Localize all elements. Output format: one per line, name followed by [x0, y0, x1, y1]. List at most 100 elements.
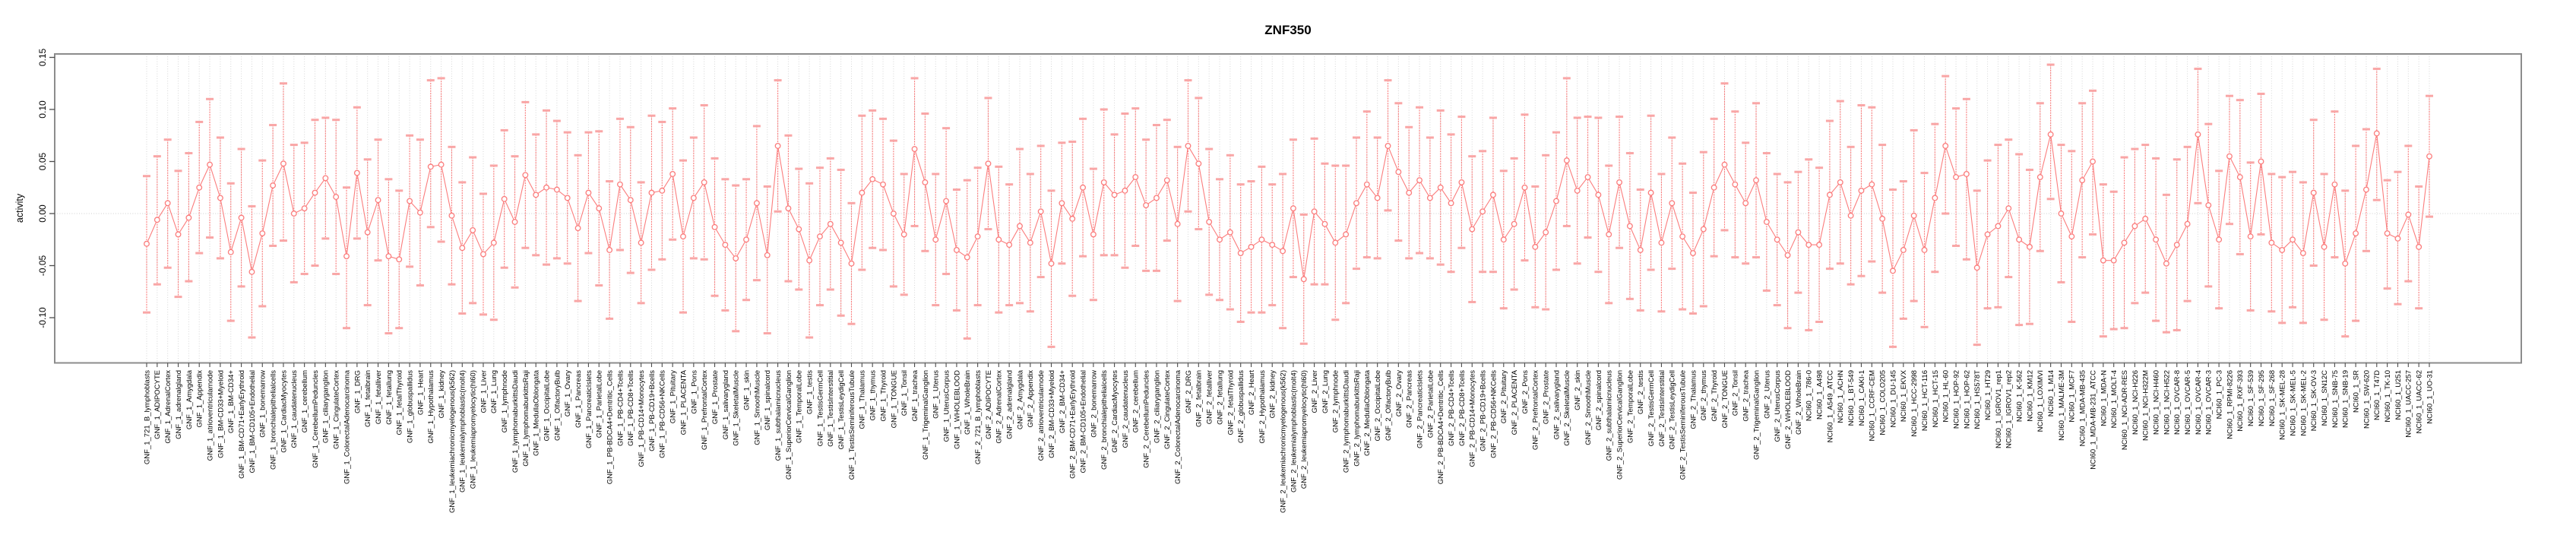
data-point: [1658, 239, 1665, 246]
data-point: [1616, 179, 1623, 185]
x-tick-label: GNF_2_PB-CD8+Tcells: [1458, 370, 1467, 446]
data-point: [2247, 233, 2254, 240]
x-tick-label: GNF_2_Pancreas: [1406, 370, 1414, 428]
data-point: [1984, 231, 1991, 238]
x-tick-label: NCI60_1_TK-10: [2384, 370, 2392, 423]
x-tick-label: GNF_2_Heart: [1248, 370, 1256, 415]
data-point: [1311, 208, 1318, 215]
data-point: [869, 176, 876, 182]
x-tick-label: GNF_2_TestisSeminiferousTubule: [1679, 370, 1688, 480]
x-tick-label: GNF_1_lymphomaburkittsDaudi: [511, 370, 520, 473]
data-point: [596, 205, 603, 212]
data-point: [1217, 236, 1223, 243]
data-point: [1363, 181, 1370, 188]
x-tick-label: GNF_1_ColorectalAdenocarcinoma: [343, 369, 351, 484]
x-tick-label: NCI60_1_T47D: [2373, 370, 2381, 420]
data-point: [2426, 153, 2432, 160]
x-tick-label: NCI60_1_UO-31: [2426, 370, 2434, 424]
data-point: [616, 181, 623, 188]
data-point: [1448, 200, 1454, 207]
x-tick-label: GNF_1_Liver: [479, 370, 488, 413]
x-tick-label: GNF_1_BM-CD34+: [227, 370, 236, 434]
data-point: [2321, 243, 2328, 250]
y-tick-label: 0.05: [37, 152, 48, 170]
data-point: [2184, 220, 2191, 227]
y-tick-label: 0.10: [37, 100, 48, 119]
data-point: [1626, 223, 1633, 230]
x-tick-label: NCI60_1_LOXIMVI: [2036, 370, 2045, 432]
data-point: [259, 230, 266, 236]
x-tick-label: GNF_2_BM-CD33+Myeloid: [1048, 370, 1056, 458]
x-tick-label: NCI60_1_EKVX: [1900, 369, 1908, 422]
x-tick-label: GNF_1_salivarygland: [722, 370, 730, 439]
x-tick-label: GNF_2_721_B_lymphoblasts: [974, 370, 983, 464]
data-point: [1100, 179, 1107, 185]
data-point: [1900, 247, 1907, 253]
x-tick-label: GNF_1_SuperiorCervicalGanglion: [785, 370, 793, 480]
data-point: [911, 146, 918, 153]
data-point: [2258, 158, 2264, 165]
x-tick-label: GNF_2_PB-BDCA4+Dentritic_Cells: [1437, 370, 1445, 484]
x-tick-label: GNF_2_Uterus: [1763, 370, 1771, 419]
x-tick-label: GNF_1_Hypothalamus: [427, 370, 435, 444]
x-tick-label: GNF_1_subthalamicnucleus: [774, 370, 783, 461]
data-point: [1374, 195, 1381, 201]
data-point: [1037, 208, 1044, 215]
x-tick-label: NCI60_1_RPMI-8226: [2226, 370, 2234, 439]
data-point: [290, 211, 297, 217]
data-point: [638, 239, 644, 246]
data-point: [1932, 195, 1938, 201]
data-point: [1847, 212, 1854, 219]
data-point: [2373, 130, 2380, 137]
data-point: [1500, 236, 1507, 243]
x-tick-label: NCI60_1_SF-268: [2268, 370, 2277, 426]
data-point: [1795, 229, 1802, 236]
data-point: [722, 242, 729, 249]
data-point: [1995, 223, 2002, 230]
x-tick-label: GNF_2_adrenalgland: [1006, 370, 1014, 439]
x-tick-label: NCI60_1_IGROV1_rep2: [2005, 370, 2014, 448]
x-tick-label: GNF_1_DRG: [353, 370, 362, 413]
x-tick-label: GNF_2_lymphomaburkittsDaudi: [1343, 370, 1351, 473]
x-tick-label: NCI60_1_SF-539: [2247, 370, 2255, 426]
data-point: [711, 223, 718, 230]
x-tick-label: GNF_1_leukemialymphoblastic(molt4): [459, 370, 467, 492]
data-point: [1647, 189, 1654, 196]
data-point: [1953, 174, 1960, 180]
data-point: [2394, 235, 2401, 242]
x-tick-label: NCI60_1_MDA-MB-435: [2079, 370, 2087, 446]
x-tick-label: GNF_2_SmoothMuscle: [1584, 370, 1593, 445]
data-point: [2299, 250, 2306, 257]
data-point: [144, 240, 150, 247]
x-tick-label: GNF_2_Liver: [1311, 370, 1319, 413]
series-line: [146, 133, 2430, 280]
data-point: [2005, 205, 2012, 212]
data-point: [953, 247, 960, 253]
x-tick-label: GNF_1_721_B_lymphoblasts: [143, 370, 151, 464]
x-tick-label: NCI60_1_UACC-62: [2416, 370, 2424, 433]
x-tick-label: GNF_2_leukemiachronicmyelogenous(k562): [1279, 370, 1287, 513]
data-point: [690, 195, 697, 201]
x-tick-label: GNF_2_WHOLEBLOOD: [1784, 370, 1793, 449]
data-point: [416, 209, 423, 216]
data-point: [1458, 179, 1465, 185]
data-point: [859, 189, 866, 196]
x-tick-label: GNF_1_fetalliver: [375, 370, 383, 424]
x-tick-label: GNF_2_BM-CD105+Endothelial: [1079, 370, 1087, 473]
data-point: [574, 225, 581, 232]
data-point: [1521, 184, 1528, 191]
x-tick-label: GNF_1_adrenalgland: [175, 370, 183, 439]
x-tick-label: GNF_1_CardiacMyocytes: [280, 370, 288, 453]
data-point: [533, 192, 540, 198]
data-point: [2173, 242, 2180, 249]
x-tick-label: GNF_2_Lung: [1321, 370, 1330, 413]
data-point: [1679, 233, 1686, 240]
x-tick-label: GNF_2_WholeBrain: [1795, 370, 1803, 435]
data-point: [964, 254, 970, 261]
x-tick-label: NCI60_1_NCI-H226: [2131, 370, 2140, 435]
x-tick-label: GNF_2_Appendix: [1027, 370, 1035, 428]
data-point: [922, 179, 929, 185]
x-tick-label: GNF_1_Pancreas: [574, 370, 583, 428]
x-tick-label: GNF_2_Pituitary: [1500, 370, 1508, 423]
